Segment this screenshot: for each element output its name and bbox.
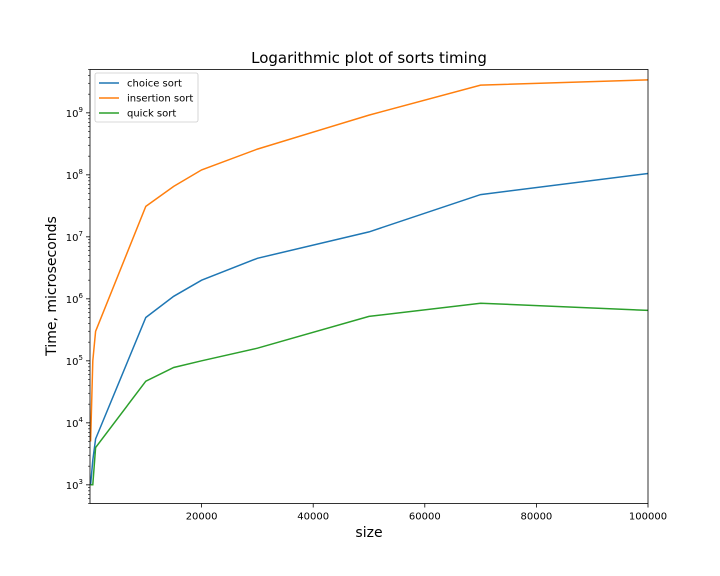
y-tick-label: 103 — [66, 478, 83, 492]
y-tick-label: 104 — [66, 416, 84, 430]
series-line-choice-sort — [89, 172, 649, 485]
y-axis-ticks: 103 104 105 106 107 108 109 — [66, 69, 90, 504]
legend: choice sort insertion sort quick sort — [94, 72, 199, 123]
x-tick-label: 100000 — [629, 512, 667, 523]
x-tick-label: 20000 — [186, 512, 218, 523]
legend-label: choice sort — [127, 79, 182, 90]
x-axis-ticks: 20000 40000 60000 80000 100000 — [186, 503, 667, 523]
x-axis-label: size — [355, 525, 382, 541]
legend-label: quick sort — [127, 109, 176, 120]
x-tick-label: 60000 — [409, 512, 441, 523]
series-line-quick-sort — [90, 302, 649, 486]
y-tick-label: 105 — [66, 354, 83, 368]
chart-title: Logarithmic plot of sorts timing — [251, 49, 487, 67]
legend-box — [94, 72, 199, 123]
y-tick-label: 106 — [66, 292, 84, 306]
y-tick-label: 107 — [66, 230, 83, 244]
y-axis-label: Time, microseconds — [44, 216, 60, 357]
legend-label: insertion sort — [127, 94, 193, 105]
y-tick-label: 108 — [66, 168, 83, 182]
x-tick-label: 40000 — [297, 512, 329, 523]
y-tick-label: 109 — [66, 106, 83, 120]
x-tick-label: 80000 — [520, 512, 552, 523]
plot-frame — [89, 69, 649, 504]
series-layer — [89, 79, 649, 486]
series-line-insertion-sort — [89, 79, 649, 442]
